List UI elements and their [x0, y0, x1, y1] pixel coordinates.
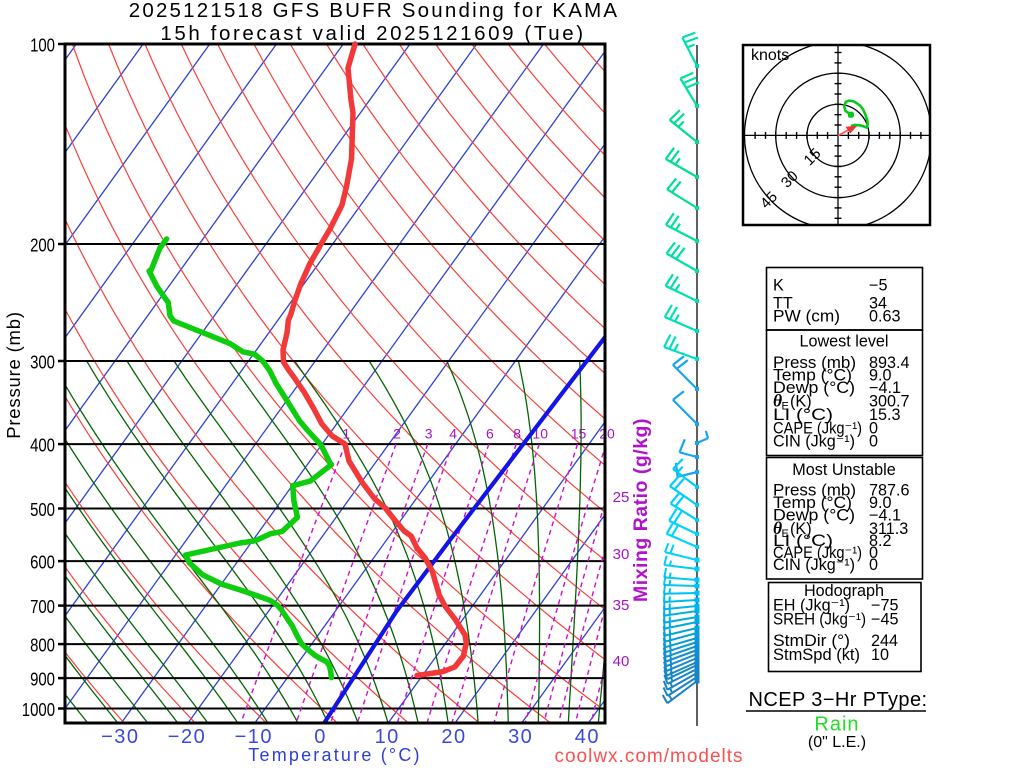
svg-text:25: 25 [613, 489, 630, 506]
svg-text:700: 700 [30, 597, 55, 617]
svg-text:SREH (Jkg⁻¹): SREH (Jkg⁻¹) [773, 611, 866, 629]
svg-text:−5: −5 [869, 277, 887, 295]
svg-text:−45: −45 [871, 611, 898, 629]
svg-text:15h forecast valid 2025121609: 15h forecast valid 2025121609 (Tue) [160, 22, 585, 45]
svg-text:10: 10 [871, 646, 889, 664]
svg-text:40: 40 [575, 726, 600, 748]
svg-text:20: 20 [441, 726, 466, 748]
svg-text:30: 30 [613, 546, 630, 563]
svg-text:Temperature (°C): Temperature (°C) [248, 745, 421, 765]
svg-text:40: 40 [613, 653, 630, 670]
svg-text:35: 35 [613, 597, 630, 614]
svg-text:1: 1 [342, 426, 350, 442]
svg-text:Most Unstable: Most Unstable [792, 461, 895, 479]
svg-text:500: 500 [30, 500, 55, 520]
svg-text:0: 0 [869, 433, 878, 451]
svg-text:NCEP 3−Hr PType:: NCEP 3−Hr PType: [749, 689, 928, 711]
svg-text:coolwx.com/modelts: coolwx.com/modelts [554, 746, 743, 767]
svg-text:300: 300 [30, 353, 55, 373]
svg-text:K: K [773, 277, 784, 295]
svg-text:30: 30 [508, 726, 533, 748]
svg-text:−20: −20 [168, 726, 206, 748]
svg-text:Mixing Ratio (g/kg): Mixing Ratio (g/kg) [630, 418, 652, 602]
svg-text:400: 400 [30, 436, 55, 456]
svg-text:6: 6 [486, 426, 494, 442]
svg-text:15: 15 [571, 426, 587, 442]
svg-text:200: 200 [30, 236, 55, 256]
svg-text:StmSpd (kt): StmSpd (kt) [773, 646, 860, 664]
svg-text:Rain: Rain [814, 714, 859, 736]
svg-text:20: 20 [599, 426, 615, 442]
svg-text:0.63: 0.63 [869, 308, 901, 326]
svg-text:1000: 1000 [22, 700, 55, 720]
svg-text:Lowest level: Lowest level [799, 333, 888, 351]
svg-text:0: 0 [869, 556, 878, 574]
svg-text:knots: knots [751, 47, 789, 64]
svg-text:8: 8 [513, 426, 521, 442]
svg-text:900: 900 [30, 670, 55, 690]
svg-text:600: 600 [30, 553, 55, 573]
svg-text:2: 2 [393, 426, 401, 442]
svg-text:100: 100 [30, 36, 55, 56]
svg-text:(0" L.E.): (0" L.E.) [808, 734, 866, 751]
svg-text:Dewp (°C): Dewp (°C) [773, 379, 855, 397]
svg-text:CIN (Jkg⁻¹): CIN (Jkg⁻¹) [773, 556, 855, 574]
svg-text:Dewp (°C): Dewp (°C) [773, 507, 855, 525]
svg-text:CIN (Jkg⁻¹): CIN (Jkg⁻¹) [773, 433, 855, 451]
svg-text:4: 4 [449, 426, 457, 442]
svg-text:2025121518 GFS BUFR Sounding f: 2025121518 GFS BUFR Sounding for KAMA [129, 0, 620, 22]
svg-text:−30: −30 [101, 726, 139, 748]
svg-text:Pressure (mb): Pressure (mb) [3, 311, 24, 439]
svg-text:3: 3 [425, 426, 433, 442]
svg-text:800: 800 [30, 636, 55, 656]
svg-text:PW (cm): PW (cm) [773, 308, 840, 326]
